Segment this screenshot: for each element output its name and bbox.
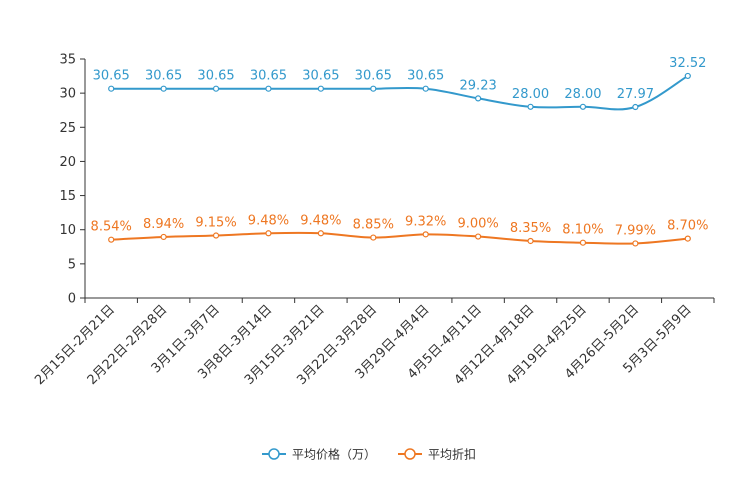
data-point[interactable] <box>632 240 639 247</box>
data-label: 30.65 <box>250 69 287 84</box>
data-label: 8.70% <box>667 219 708 234</box>
legend-label: 平均价格（万） <box>292 447 376 462</box>
data-label: 28.00 <box>564 87 601 102</box>
data-label: 9.48% <box>248 213 289 228</box>
x-axis: 2月15日-2月21日2月22日-2月28日3月1日-3月7日3月8日-3月14… <box>32 297 715 388</box>
data-point[interactable] <box>370 234 377 241</box>
data-point[interactable] <box>684 235 691 242</box>
data-point[interactable] <box>579 239 587 246</box>
y-tick-label: 35 <box>59 53 76 68</box>
data-label: 30.65 <box>302 69 339 84</box>
data-point[interactable] <box>632 103 639 111</box>
data-label: 30.65 <box>197 69 234 84</box>
data-label: 8.94% <box>143 217 184 232</box>
y-tick-label: 25 <box>59 121 76 136</box>
data-point[interactable] <box>475 233 482 240</box>
data-label: 30.65 <box>145 69 182 84</box>
data-point[interactable] <box>579 103 587 110</box>
data-point[interactable] <box>475 95 482 102</box>
series-1: 30.65 30.65 30.65 30.65 30.65 30.65 30.65 29.23… <box>93 56 706 111</box>
y-axis: 0 5 10 15 20 25 30 35 <box>59 53 86 307</box>
data-point[interactable] <box>422 85 429 92</box>
series-line <box>111 75 689 111</box>
data-point[interactable] <box>265 230 272 237</box>
data-point[interactable] <box>108 85 115 92</box>
data-label: 8.85% <box>353 218 394 233</box>
data-label: 8.54% <box>91 220 132 235</box>
data-label: 29.23 <box>460 78 497 93</box>
y-tick-label: 10 <box>59 223 76 238</box>
data-point[interactable] <box>265 85 272 92</box>
y-tick-label: 0 <box>68 292 76 307</box>
data-label: 30.65 <box>407 69 444 84</box>
data-label: 9.15% <box>195 216 236 231</box>
data-point[interactable] <box>527 103 534 110</box>
data-point[interactable] <box>317 230 324 237</box>
data-label: 9.32% <box>405 214 446 229</box>
data-label: 7.99% <box>615 223 656 238</box>
data-label: 8.10% <box>562 223 603 238</box>
data-label: 30.65 <box>355 69 392 84</box>
data-label: 27.97 <box>617 87 654 102</box>
y-tick-label: 5 <box>68 257 76 272</box>
data-point[interactable] <box>527 237 534 245</box>
data-point[interactable] <box>108 236 115 243</box>
data-label: 32.52 <box>669 56 706 71</box>
series-line <box>111 231 688 245</box>
y-tick-label: 30 <box>59 87 76 102</box>
y-tick-label: 15 <box>59 189 76 204</box>
legend-label: 平均折扣 <box>428 447 476 462</box>
legend-marker-icon <box>404 448 416 460</box>
data-point[interactable] <box>684 72 691 80</box>
data-point[interactable] <box>317 85 324 92</box>
data-point[interactable] <box>160 233 167 241</box>
series-2: 8.54% 8.94% 9.15% 9.48% 9.48% 8.85% 9.32% 9.00%… <box>91 213 708 247</box>
data-point[interactable] <box>160 85 167 92</box>
data-point[interactable] <box>370 85 377 92</box>
data-label: 9.00% <box>457 217 498 232</box>
y-tick-label: 20 <box>59 155 76 170</box>
legend-item-2[interactable]: 平均折扣 <box>398 447 476 462</box>
data-label: 28.00 <box>512 87 549 102</box>
legend-marker-icon <box>268 448 280 460</box>
legend-item-1[interactable]: 平均价格（万） <box>262 447 376 462</box>
data-label: 8.35% <box>510 221 551 236</box>
data-point[interactable] <box>212 232 220 239</box>
legend[interactable]: 平均价格（万） 平均折扣 <box>262 447 476 462</box>
data-label: 30.65 <box>93 69 130 84</box>
data-point[interactable] <box>212 85 220 92</box>
data-label: 9.48% <box>300 213 341 228</box>
series-layer: 30.65 30.65 30.65 30.65 30.65 30.65 30.65 29.23… <box>91 56 708 247</box>
data-point[interactable] <box>422 231 429 238</box>
